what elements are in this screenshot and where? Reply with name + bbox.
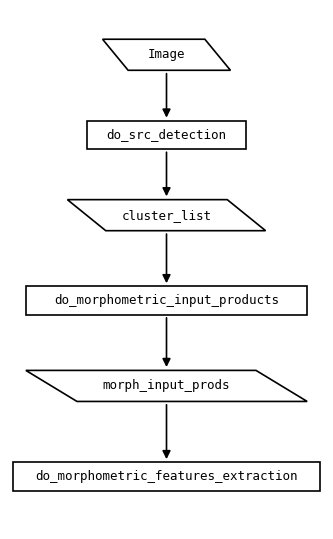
Text: do_morphometric_features_extraction: do_morphometric_features_extraction: [35, 470, 298, 483]
Polygon shape: [103, 39, 230, 70]
Text: cluster_list: cluster_list: [122, 209, 211, 222]
Text: morph_input_prods: morph_input_prods: [103, 379, 230, 392]
Text: Image: Image: [148, 49, 185, 61]
Polygon shape: [26, 370, 307, 402]
Text: do_morphometric_input_products: do_morphometric_input_products: [54, 294, 279, 307]
Bar: [26, 286, 307, 315]
Polygon shape: [67, 199, 266, 231]
Text: do_src_detection: do_src_detection: [107, 128, 226, 141]
Bar: [87, 121, 246, 149]
Bar: [13, 462, 320, 490]
